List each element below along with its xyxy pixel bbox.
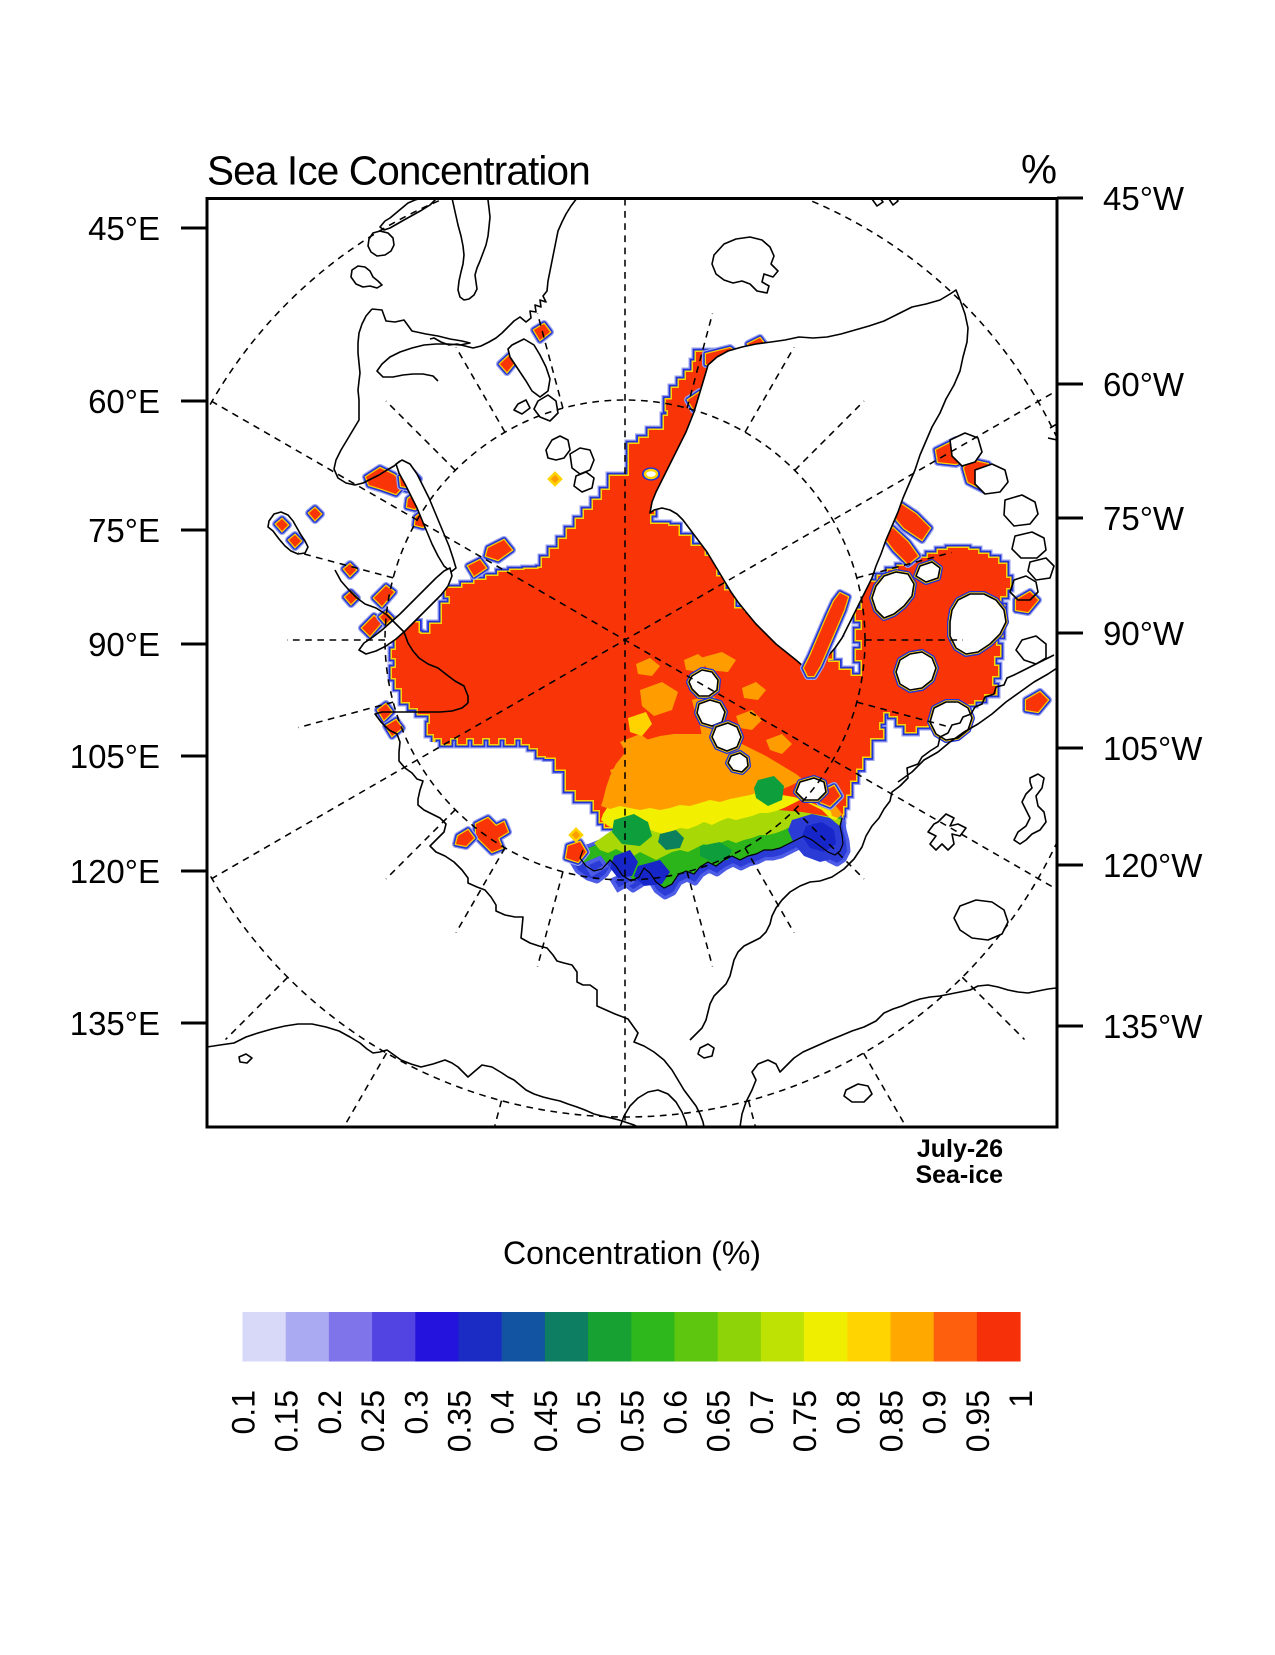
svg-text:0.7: 0.7 [744,1390,780,1434]
svg-text:0.45: 0.45 [528,1390,564,1452]
svg-text:0.3: 0.3 [398,1390,434,1434]
svg-text:0.95: 0.95 [960,1390,996,1452]
svg-text:60°E: 60°E [88,383,160,420]
svg-text:75°E: 75°E [88,512,160,549]
svg-text:0.25: 0.25 [355,1390,391,1452]
svg-text:0.8: 0.8 [830,1390,866,1434]
svg-text:0.15: 0.15 [269,1390,305,1452]
svg-text:July-26: July-26 [917,1135,1003,1163]
svg-text:0.4: 0.4 [485,1390,521,1434]
svg-text:Sea-ice: Sea-ice [915,1161,1003,1189]
svg-text:45°W: 45°W [1103,180,1185,217]
svg-text:105°W: 105°W [1103,730,1203,767]
svg-text:0.85: 0.85 [874,1390,910,1452]
svg-text:90°E: 90°E [88,626,160,663]
svg-text:0.1: 0.1 [226,1390,262,1434]
svg-text:Sea Ice Concentration: Sea Ice Concentration [207,148,590,194]
svg-text:%: % [1021,147,1057,193]
svg-text:120°W: 120°W [1103,847,1203,884]
svg-text:105°E: 105°E [70,738,160,775]
svg-text:0.6: 0.6 [658,1390,694,1434]
svg-text:90°W: 90°W [1103,615,1185,652]
svg-text:45°E: 45°E [88,210,160,247]
svg-text:0.5: 0.5 [571,1390,607,1434]
svg-text:0.35: 0.35 [442,1390,478,1452]
svg-text:135°E: 135°E [70,1005,160,1042]
svg-text:0.55: 0.55 [614,1390,650,1452]
svg-text:0.9: 0.9 [917,1390,953,1434]
svg-text:60°W: 60°W [1103,366,1185,403]
svg-text:135°W: 135°W [1103,1008,1203,1045]
svg-text:0.65: 0.65 [701,1390,737,1452]
svg-text:Concentration (%): Concentration (%) [503,1235,761,1271]
svg-text:120°E: 120°E [70,853,160,890]
svg-text:75°W: 75°W [1103,500,1185,537]
svg-text:0.75: 0.75 [787,1390,823,1452]
svg-text:0.2: 0.2 [312,1390,348,1434]
svg-text:1: 1 [1003,1390,1039,1408]
